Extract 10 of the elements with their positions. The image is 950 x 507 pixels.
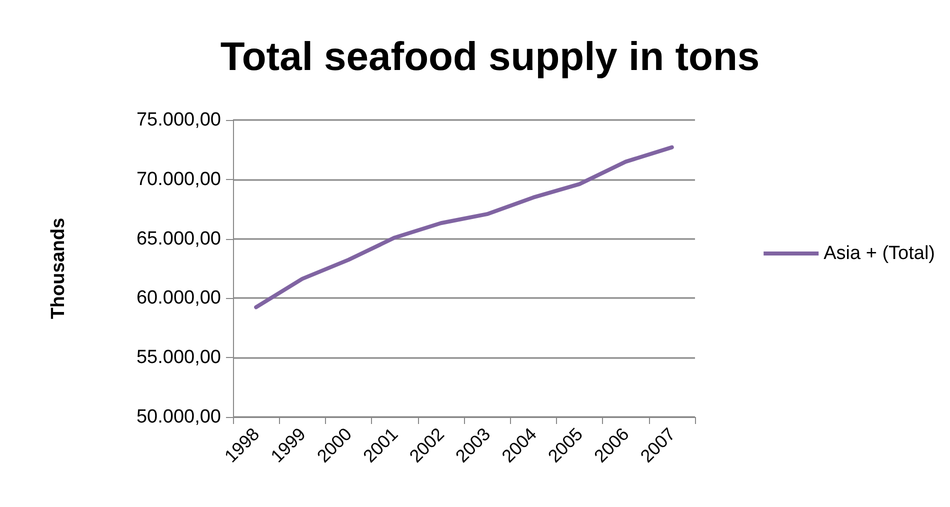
y-tick-label: 55.000,00 [136,347,221,368]
y-tick-label: 50.000,00 [136,406,221,428]
y-tick-label: 65.000,00 [136,228,221,250]
chart-title: Total seafood supply in tons [220,35,760,79]
legend-label: Asia + (Total) [824,243,936,264]
y-tick-label: 70.000,00 [136,168,221,190]
y-tick-label: 75.000,00 [136,110,221,130]
y-tick-label: 60.000,00 [136,288,221,309]
y-axis-title: Thousands [48,218,69,320]
line-series [254,145,674,310]
